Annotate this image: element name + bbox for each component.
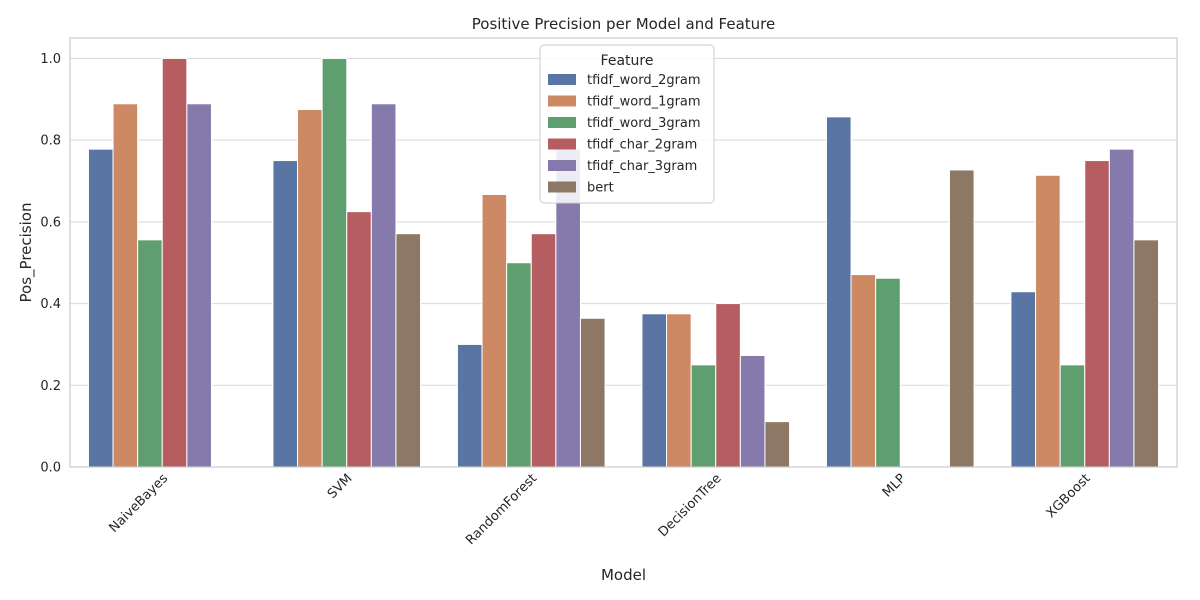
x-tick-label: RandomForest	[463, 471, 540, 548]
x-tick-label: SVM	[325, 471, 356, 502]
bar-tfidf_word_1gram-XGBoost	[1035, 174, 1061, 468]
x-ticks: NaiveBayes SVM RandomForest DecisionTree MLP…	[106, 471, 1093, 548]
legend-swatch-tfidf_word_1gram	[548, 95, 576, 107]
bar-tfidf_char_2gram-RandomForest	[530, 233, 557, 468]
y-axis-label: Pos_Precision	[17, 203, 36, 303]
bar-tfidf_char_2gram-XGBoost	[1084, 160, 1110, 468]
x-tick-label: XGBoost	[1044, 471, 1094, 521]
y-tick-label: 1.0	[40, 52, 61, 67]
bar-tfidf_word_2gram-RandomForest	[456, 343, 483, 468]
bar-tfidf_char_3gram-XGBoost	[1108, 148, 1135, 468]
y-tick-label: 0.4	[40, 297, 61, 312]
legend-swatch-tfidf_char_2gram	[548, 138, 576, 150]
x-tick-label: NaiveBayes	[106, 471, 171, 536]
bar-tfidf_word_2gram-MLP	[825, 116, 852, 468]
bar-tfidf_word_2gram-DecisionTree	[641, 313, 668, 468]
bar-tfidf_word_2gram-XGBoost	[1010, 291, 1037, 468]
chart-title: Positive Precision per Model and Feature	[472, 15, 775, 33]
bar-tfidf_word_1gram-MLP	[850, 274, 877, 468]
legend-swatch-tfidf_char_3gram	[548, 160, 576, 171]
bar-tfidf_word_3gram-MLP	[875, 277, 901, 468]
bar-tfidf_word_2gram-NaiveBayes	[87, 148, 114, 468]
legend-box	[539, 44, 715, 204]
bar-tfidf_word_1gram-SVM	[297, 109, 323, 468]
legend-label-tfidf_char_2gram: tfidf_char_2gram	[587, 138, 697, 153]
y-tick-label: 0.0	[40, 461, 61, 476]
bar-tfidf_char_3gram-DecisionTree	[739, 354, 766, 468]
bars	[87, 57, 1160, 468]
legend-label-tfidf_word_2gram: tfidf_word_2gram	[587, 73, 701, 88]
legend-label-bert: bert	[587, 181, 614, 196]
bar-tfidf_char_2gram-DecisionTree	[715, 303, 741, 468]
bar-bert-RandomForest	[579, 317, 606, 468]
legend-swatch-tfidf_word_2gram	[548, 74, 576, 85]
bar-tfidf_char_3gram-NaiveBayes	[186, 103, 212, 468]
legend-label-tfidf_word_3gram: tfidf_word_3gram	[587, 116, 701, 131]
legend-swatch-bert	[548, 181, 576, 193]
y-tick-label: 0.6	[40, 215, 61, 230]
x-tick-label: MLP	[880, 471, 909, 500]
y-ticks: 0.0 0.2 0.4 0.6 0.8 1.0	[40, 52, 61, 476]
legend-label-tfidf_char_3gram: tfidf_char_3gram	[587, 159, 697, 174]
bar-bert-DecisionTree	[764, 421, 791, 468]
x-tick-label: DecisionTree	[656, 471, 725, 540]
bar-tfidf_word_1gram-RandomForest	[481, 193, 508, 468]
legend-swatch-tfidf_word_3gram	[548, 117, 576, 128]
bar-tfidf_word_3gram-XGBoost	[1059, 364, 1086, 468]
legend: Feature tfidf_word_2gram tfidf_word_1gram…	[539, 44, 715, 204]
bar-tfidf_word_1gram-DecisionTree	[666, 313, 692, 468]
bar-tfidf_char_3gram-SVM	[370, 103, 397, 468]
bar-tfidf_word_3gram-SVM	[321, 57, 348, 468]
bar-tfidf_word_3gram-RandomForest	[506, 262, 532, 468]
bar-tfidf_char_2gram-SVM	[346, 211, 372, 468]
bar-tfidf_word_3gram-NaiveBayes	[137, 239, 163, 468]
y-tick-label: 0.8	[40, 134, 61, 149]
bar-tfidf_char_2gram-NaiveBayes	[161, 57, 188, 468]
x-axis-label: Model	[601, 566, 646, 584]
legend-label-tfidf_word_1gram: tfidf_word_1gram	[587, 95, 701, 110]
bar-tfidf_word_3gram-DecisionTree	[690, 364, 717, 468]
bar-bert-SVM	[395, 233, 422, 468]
bar-tfidf_word_1gram-NaiveBayes	[112, 103, 139, 468]
legend-title: Feature	[601, 53, 654, 69]
y-tick-label: 0.2	[40, 379, 61, 394]
bar-bert-XGBoost	[1133, 239, 1160, 468]
bar-bert-MLP	[948, 169, 975, 468]
bar-tfidf_word_2gram-SVM	[272, 160, 299, 468]
plot-frame	[69, 37, 1178, 468]
